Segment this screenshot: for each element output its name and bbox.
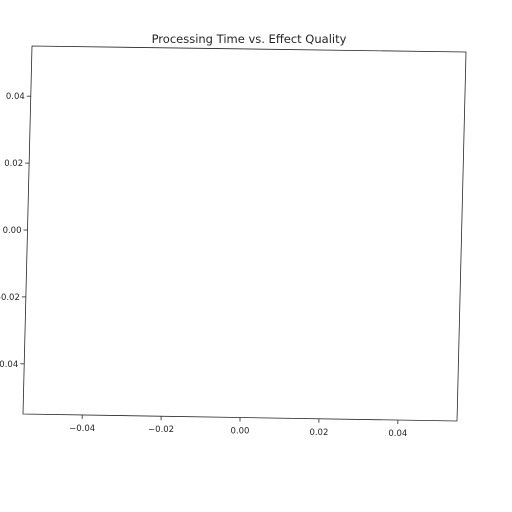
x-tick-label: 0.02 <box>309 428 328 438</box>
y-tick-label: -0.02 <box>0 293 20 303</box>
y-tick-label: -0.04 <box>0 360 18 370</box>
y-tick-label: 0.04 <box>6 92 25 102</box>
x-tick-label: −0.02 <box>148 425 174 435</box>
plot-area <box>23 46 466 421</box>
chart-title: Processing Time vs. Effect Quality <box>152 32 347 46</box>
x-tick-label: −0.04 <box>69 424 95 434</box>
x-tick-label: 0.00 <box>231 427 250 437</box>
y-tick-label: 0.00 <box>3 226 22 236</box>
x-tick-label: 0.04 <box>388 429 407 439</box>
y-tick-label: 0.02 <box>4 159 23 169</box>
